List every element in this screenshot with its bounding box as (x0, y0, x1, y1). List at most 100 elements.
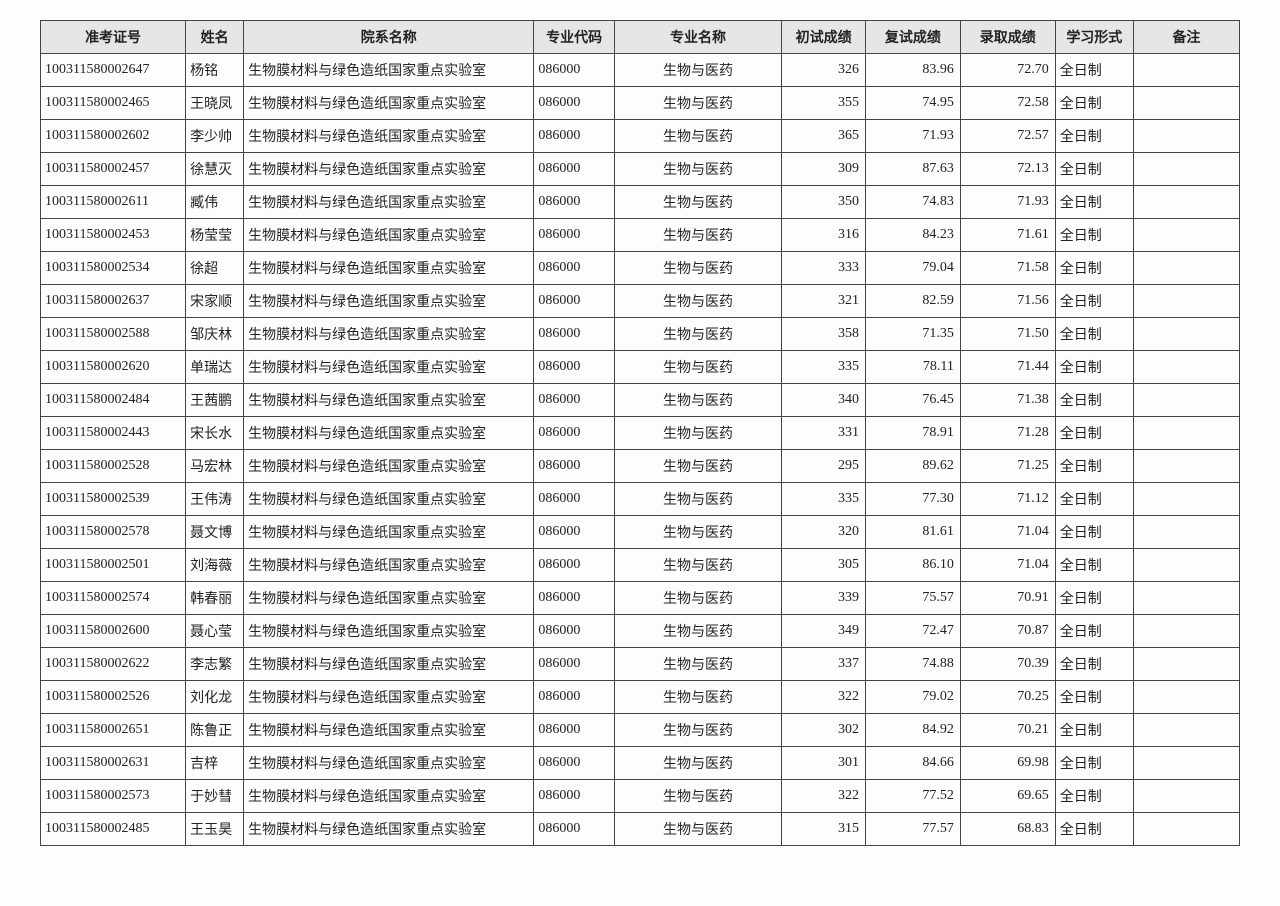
cell-retest: 74.83 (865, 186, 960, 219)
cell-mode: 全日制 (1055, 780, 1133, 813)
cell-retest: 83.96 (865, 54, 960, 87)
cell-dept: 生物膜材料与绿色造纸国家重点实验室 (244, 153, 534, 186)
cell-name: 马宏林 (186, 450, 244, 483)
cell-mode: 全日制 (1055, 813, 1133, 846)
cell-major_name: 生物与医药 (614, 813, 781, 846)
cell-prelim: 322 (782, 780, 866, 813)
cell-major_code: 086000 (534, 219, 614, 252)
cell-major_code: 086000 (534, 417, 614, 450)
table-row: 100311580002600聂心莹生物膜材料与绿色造纸国家重点实验室08600… (41, 615, 1240, 648)
cell-mode: 全日制 (1055, 384, 1133, 417)
cell-name: 于妙彗 (186, 780, 244, 813)
cell-retest: 75.57 (865, 582, 960, 615)
cell-prelim: 331 (782, 417, 866, 450)
col-header-dept: 院系名称 (244, 21, 534, 54)
cell-retest: 77.57 (865, 813, 960, 846)
cell-id: 100311580002647 (41, 54, 186, 87)
cell-prelim: 295 (782, 450, 866, 483)
cell-mode: 全日制 (1055, 417, 1133, 450)
cell-major_name: 生物与医药 (614, 186, 781, 219)
cell-retest: 79.04 (865, 252, 960, 285)
cell-major_name: 生物与医药 (614, 285, 781, 318)
cell-name: 刘海薇 (186, 549, 244, 582)
cell-major_code: 086000 (534, 714, 614, 747)
cell-dept: 生物膜材料与绿色造纸国家重点实验室 (244, 714, 534, 747)
cell-admit: 69.98 (960, 747, 1055, 780)
cell-note (1133, 351, 1239, 384)
cell-admit: 71.58 (960, 252, 1055, 285)
cell-name: 李志繁 (186, 648, 244, 681)
cell-admit: 71.12 (960, 483, 1055, 516)
cell-major_name: 生物与医药 (614, 582, 781, 615)
cell-major_name: 生物与医药 (614, 384, 781, 417)
cell-retest: 78.11 (865, 351, 960, 384)
cell-major_name: 生物与医药 (614, 120, 781, 153)
cell-id: 100311580002539 (41, 483, 186, 516)
cell-major_code: 086000 (534, 516, 614, 549)
cell-major_name: 生物与医药 (614, 681, 781, 714)
cell-retest: 87.63 (865, 153, 960, 186)
cell-major_code: 086000 (534, 87, 614, 120)
cell-mode: 全日制 (1055, 747, 1133, 780)
cell-mode: 全日制 (1055, 681, 1133, 714)
cell-prelim: 358 (782, 318, 866, 351)
cell-id: 100311580002457 (41, 153, 186, 186)
cell-dept: 生物膜材料与绿色造纸国家重点实验室 (244, 351, 534, 384)
cell-retest: 71.35 (865, 318, 960, 351)
cell-name: 单瑞达 (186, 351, 244, 384)
cell-id: 100311580002443 (41, 417, 186, 450)
cell-prelim: 301 (782, 747, 866, 780)
table-row: 100311580002453杨莹莹生物膜材料与绿色造纸国家重点实验室08600… (41, 219, 1240, 252)
cell-major_code: 086000 (534, 186, 614, 219)
cell-note (1133, 582, 1239, 615)
cell-name: 徐超 (186, 252, 244, 285)
cell-mode: 全日制 (1055, 351, 1133, 384)
cell-retest: 72.47 (865, 615, 960, 648)
cell-id: 100311580002534 (41, 252, 186, 285)
cell-major_code: 086000 (534, 483, 614, 516)
cell-dept: 生物膜材料与绿色造纸国家重点实验室 (244, 747, 534, 780)
cell-name: 王伟涛 (186, 483, 244, 516)
cell-major_code: 086000 (534, 813, 614, 846)
cell-dept: 生物膜材料与绿色造纸国家重点实验室 (244, 384, 534, 417)
cell-mode: 全日制 (1055, 120, 1133, 153)
cell-mode: 全日制 (1055, 483, 1133, 516)
cell-note (1133, 648, 1239, 681)
cell-mode: 全日制 (1055, 153, 1133, 186)
cell-dept: 生物膜材料与绿色造纸国家重点实验室 (244, 516, 534, 549)
table-row: 100311580002578聂文博生物膜材料与绿色造纸国家重点实验室08600… (41, 516, 1240, 549)
cell-admit: 71.25 (960, 450, 1055, 483)
cell-mode: 全日制 (1055, 450, 1133, 483)
table-row: 100311580002588邹庆林生物膜材料与绿色造纸国家重点实验室08600… (41, 318, 1240, 351)
cell-dept: 生物膜材料与绿色造纸国家重点实验室 (244, 582, 534, 615)
table-row: 100311580002622李志繁生物膜材料与绿色造纸国家重点实验室08600… (41, 648, 1240, 681)
cell-note (1133, 450, 1239, 483)
cell-major_name: 生物与医药 (614, 648, 781, 681)
cell-name: 徐慧灭 (186, 153, 244, 186)
cell-prelim: 350 (782, 186, 866, 219)
cell-note (1133, 54, 1239, 87)
cell-admit: 71.56 (960, 285, 1055, 318)
cell-admit: 71.38 (960, 384, 1055, 417)
cell-mode: 全日制 (1055, 186, 1133, 219)
cell-name: 宋家顺 (186, 285, 244, 318)
cell-name: 刘化龙 (186, 681, 244, 714)
cell-name: 邹庆林 (186, 318, 244, 351)
cell-major_name: 生物与医药 (614, 615, 781, 648)
cell-admit: 71.04 (960, 549, 1055, 582)
cell-id: 100311580002484 (41, 384, 186, 417)
col-header-major_name: 专业名称 (614, 21, 781, 54)
table-row: 100311580002457徐慧灭生物膜材料与绿色造纸国家重点实验室08600… (41, 153, 1240, 186)
cell-note (1133, 252, 1239, 285)
cell-prelim: 340 (782, 384, 866, 417)
cell-major_name: 生物与医药 (614, 252, 781, 285)
cell-name: 韩春丽 (186, 582, 244, 615)
cell-id: 100311580002574 (41, 582, 186, 615)
cell-major_name: 生物与医药 (614, 351, 781, 384)
cell-prelim: 321 (782, 285, 866, 318)
cell-major_code: 086000 (534, 54, 614, 87)
cell-admit: 69.65 (960, 780, 1055, 813)
cell-mode: 全日制 (1055, 285, 1133, 318)
cell-dept: 生物膜材料与绿色造纸国家重点实验室 (244, 681, 534, 714)
cell-note (1133, 681, 1239, 714)
